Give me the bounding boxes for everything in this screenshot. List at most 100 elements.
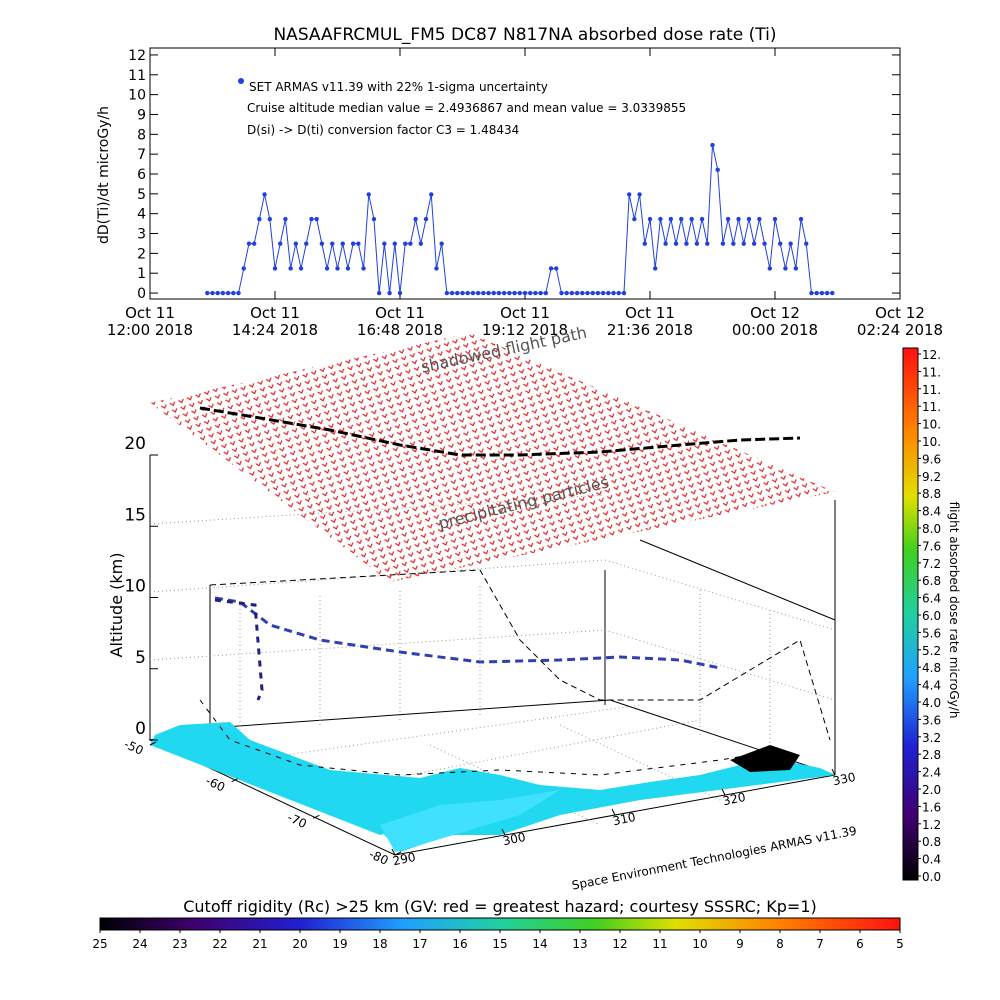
data-point	[272, 266, 278, 271]
y-tick-label: 3	[137, 227, 146, 243]
colorbar-tick-label: 25	[92, 937, 107, 951]
data-point	[757, 216, 762, 222]
data-point	[298, 266, 304, 271]
colorbar-tick-label: 11	[652, 937, 667, 951]
data-point	[475, 290, 481, 296]
data-point	[788, 241, 793, 246]
mesh-flight-path	[199, 406, 801, 457]
colorbar-tick-label: 13	[572, 937, 587, 951]
data-point	[366, 192, 371, 197]
x-tick-label: Oct 11 19:12 2018	[482, 304, 568, 339]
data-point	[543, 290, 549, 296]
y-tick-label: 12	[128, 48, 146, 64]
colorbar-label: flight absorbed dose rate microGy/h	[947, 502, 961, 719]
colorbar-tick-label: 9.2	[922, 470, 941, 484]
land-dark	[730, 745, 800, 772]
lon-tick-label: 320	[722, 790, 747, 808]
y-tick-label: 2	[137, 246, 146, 262]
z-tick-label: 0	[135, 719, 146, 739]
colorbar-tick-label: 1.2	[922, 818, 941, 832]
data-point	[528, 290, 533, 296]
colorbar-tick-label: 8	[776, 937, 784, 951]
y-tick-label: 6	[137, 167, 146, 183]
colorbar-tick-label: 10.	[922, 418, 941, 432]
data-point	[569, 290, 575, 296]
lon-tick-label: 290	[392, 850, 417, 868]
colorbar-tick-label: 0.8	[922, 835, 941, 849]
data-point	[715, 167, 720, 173]
data-point	[486, 290, 491, 296]
land	[150, 722, 835, 852]
colorbar-tick-label: 2.4	[922, 766, 941, 780]
data-point	[444, 290, 450, 296]
y-tick-label: 1	[137, 266, 146, 282]
colorbar-tick-label: 19	[332, 937, 347, 951]
data-point	[345, 266, 351, 271]
lon-tick	[501, 828, 506, 836]
data-point	[798, 216, 804, 222]
x-tick-label: Oct 12 02:24 2018	[857, 304, 943, 339]
data-point	[501, 290, 507, 296]
data-point	[350, 241, 356, 246]
data-point	[564, 290, 569, 296]
colorbar-tick-label: 10	[692, 937, 707, 951]
data-point	[616, 290, 621, 296]
grid-dots	[149, 494, 836, 836]
data-point	[647, 216, 653, 222]
y-tick-label: 7	[137, 147, 146, 163]
data-point	[710, 142, 715, 148]
y-tick-label: 4	[137, 207, 146, 223]
x-tick-label: Oct 11 14:24 2018	[232, 304, 318, 339]
colorbar-tick-label: 7	[816, 937, 824, 951]
colorbar-tick-label: 6.4	[922, 592, 941, 606]
data-point	[751, 241, 757, 246]
colorbar-tick-label: 18	[372, 937, 387, 951]
data-point	[673, 241, 679, 246]
lon-tick-label: 330	[832, 770, 857, 788]
data-point	[397, 290, 403, 296]
data-point	[356, 241, 361, 246]
colorbar-tick-label: 14	[532, 937, 547, 951]
x-tick-label: Oct 12 00:00 2018	[732, 304, 818, 339]
data-point	[460, 290, 465, 296]
land	[380, 790, 560, 852]
data-point	[653, 266, 658, 271]
z-tick-label: 5	[135, 648, 146, 668]
colorbar-tick-label: 15	[492, 937, 507, 951]
colorbar-tick-label: 4.0	[922, 696, 941, 710]
data-point	[809, 290, 814, 296]
data-point	[387, 290, 392, 296]
data-point	[455, 290, 460, 296]
data-point	[720, 241, 726, 246]
colorbar-tick-label: 20	[292, 937, 307, 951]
data-point	[684, 241, 689, 246]
colorbar-tick-label: 6.8	[922, 574, 941, 588]
colorbar-tick-label: 5.6	[922, 626, 941, 640]
data-point	[699, 216, 705, 222]
colorbar-tick-label: 6	[856, 937, 864, 951]
data-point	[491, 290, 496, 296]
data-point	[830, 290, 835, 296]
data-point	[403, 241, 408, 246]
lon-tick-label: 310	[612, 810, 637, 828]
data-point	[522, 290, 528, 296]
data-point	[632, 216, 637, 222]
data-point	[642, 241, 647, 246]
data-point	[408, 241, 413, 246]
data-point	[824, 290, 830, 296]
colorbar-tick-label: 22	[212, 937, 227, 951]
data-point	[241, 266, 246, 271]
lat-tick	[149, 741, 157, 746]
data-point	[580, 290, 585, 296]
data-point	[663, 241, 668, 246]
lat-tick	[313, 814, 320, 819]
data-point	[330, 241, 335, 246]
data-point	[559, 290, 564, 296]
colorbar-tick-label: 11.	[922, 400, 941, 414]
data-point	[626, 192, 632, 197]
data-point	[689, 216, 694, 222]
data-point	[434, 266, 439, 271]
data-point	[574, 290, 580, 296]
y-tick-label: 9	[137, 107, 146, 123]
